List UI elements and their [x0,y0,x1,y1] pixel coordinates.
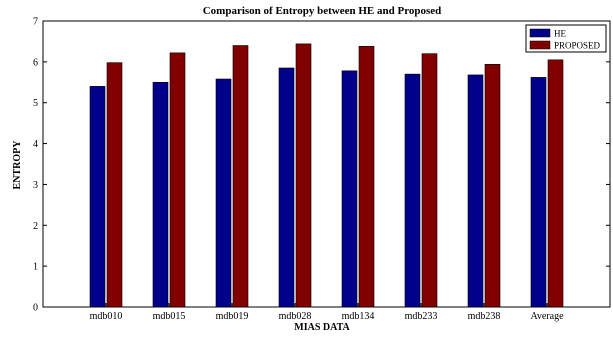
y-tick-label: 3 [33,180,38,191]
x-axis-label: MIAS DATA [294,322,350,333]
plot-area: 0 1 2 3 4 5 6 7 mdb010 mdb015 mdb019 mdb028 mdb134 md… [33,17,611,322]
x-tick-label: Average [530,311,564,322]
x-tick-label: mdb134 [342,311,375,322]
legend-label-he: HE [554,29,566,39]
bar-he-mdb010 [89,86,106,308]
bar-proposed-mdb019 [232,45,249,308]
bar-proposed-mdb238 [484,64,501,308]
bar-he-mdb015 [152,81,169,308]
x-tick-label: mdb019 [216,311,249,322]
bar-proposed-mdb028 [295,43,312,308]
bar-proposed-mdb134 [358,46,375,308]
y-tick-label: 4 [33,139,38,150]
bar-he-mdb134 [341,70,358,308]
bar-he-mdb238 [467,74,484,308]
legend-swatch-he [529,28,551,38]
x-tick-label: mdb015 [153,311,186,322]
plot-frame [42,20,611,308]
x-tick-label: mdb028 [279,311,312,322]
y-axis-label: ENTROPY [12,140,23,190]
x-tick-label: mdb238 [468,311,501,322]
y-tick-label: 5 [33,98,38,109]
legend-label-proposed: PROPOSED [554,41,601,51]
bar-he-mdb233 [404,73,421,308]
bar-he-average [530,77,547,308]
bar-proposed-mdb233 [421,53,438,308]
bar-he-mdb028 [278,67,295,308]
bar-proposed-mdb015 [169,52,186,308]
y-tick-label: 2 [33,221,38,232]
y-tick-label: 7 [33,17,38,28]
legend-swatch-proposed [529,40,551,50]
y-tick-label: 6 [33,57,38,68]
y-tick-label: 0 [33,303,38,314]
x-tick-label: mdb233 [405,311,438,322]
chart-title: Comparison of Entropy between HE and Pro… [203,5,442,17]
bar-he-mdb019 [215,78,232,308]
y-tick-label: 1 [33,262,38,273]
bar-proposed-mdb010 [106,62,123,308]
x-tick-label: mdb010 [90,311,123,322]
bar-proposed-average [547,59,564,308]
